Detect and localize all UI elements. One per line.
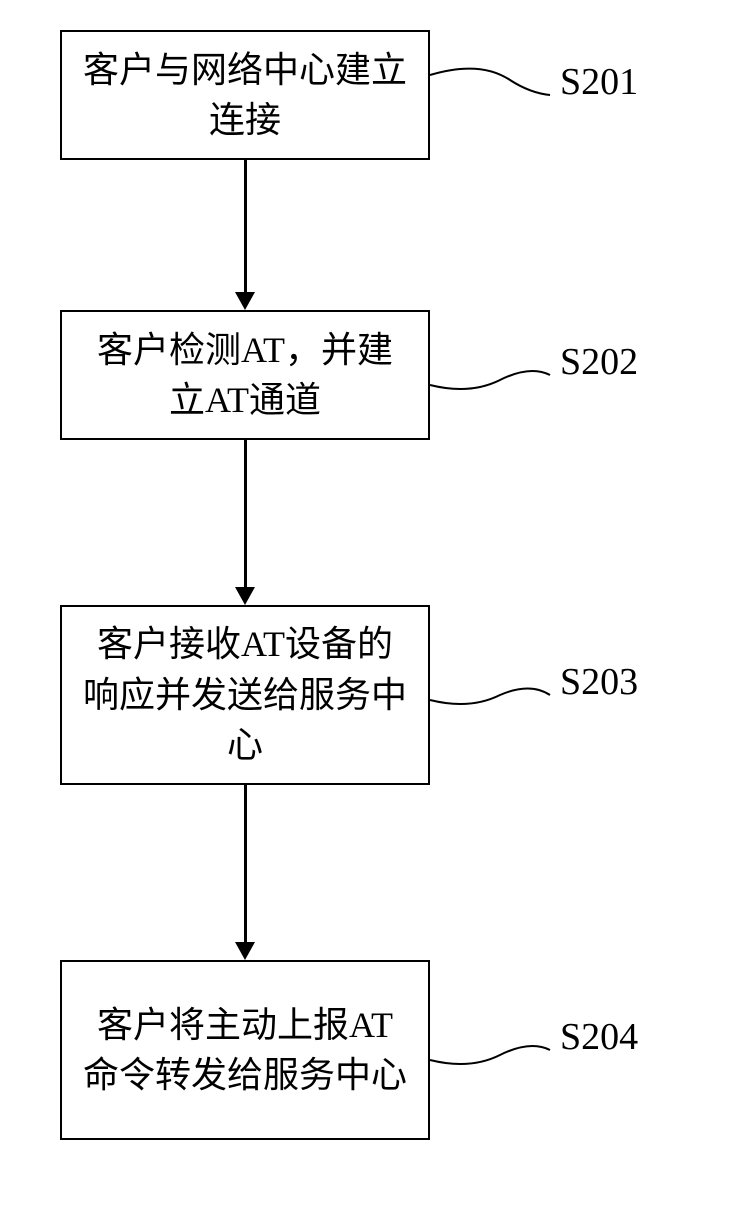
step-label-s202: S202 <box>560 340 638 384</box>
step-label-s204: S204 <box>560 1015 638 1059</box>
arrow-head-2 <box>235 587 255 605</box>
step-box-s203: 客户接收AT设备的响应并发送给服务中心 <box>60 605 430 785</box>
step-label-s203: S203 <box>560 660 638 704</box>
step-id: S201 <box>560 61 638 103</box>
step-id: S202 <box>560 341 638 383</box>
arrow-head-3 <box>235 942 255 960</box>
arrow-line-1 <box>244 160 247 292</box>
step-text: 客户与网络中心建立连接 <box>82 45 408 146</box>
arrow-line-2 <box>244 440 247 587</box>
step-id: S204 <box>560 1016 638 1058</box>
connector-line-s203 <box>430 680 560 720</box>
step-box-s201: 客户与网络中心建立连接 <box>60 30 430 160</box>
connector-line-s204 <box>430 1035 560 1075</box>
arrow-head-1 <box>235 292 255 310</box>
step-label-s201: S201 <box>560 60 638 104</box>
step-box-s204: 客户将主动上报AT命令转发给服务中心 <box>60 960 430 1140</box>
step-box-s202: 客户检测AT，并建立AT通道 <box>60 310 430 440</box>
arrow-line-3 <box>244 785 247 942</box>
step-id: S203 <box>560 661 638 703</box>
connector-line-s202 <box>430 360 560 400</box>
step-text: 客户检测AT，并建立AT通道 <box>82 325 408 426</box>
step-text: 客户将主动上报AT命令转发给服务中心 <box>82 1000 408 1101</box>
step-text: 客户接收AT设备的响应并发送给服务中心 <box>82 619 408 770</box>
connector-line-s201 <box>430 65 560 105</box>
flowchart-container: 客户与网络中心建立连接 S201 客户检测AT，并建立AT通道 S202 客户接… <box>0 0 731 1215</box>
